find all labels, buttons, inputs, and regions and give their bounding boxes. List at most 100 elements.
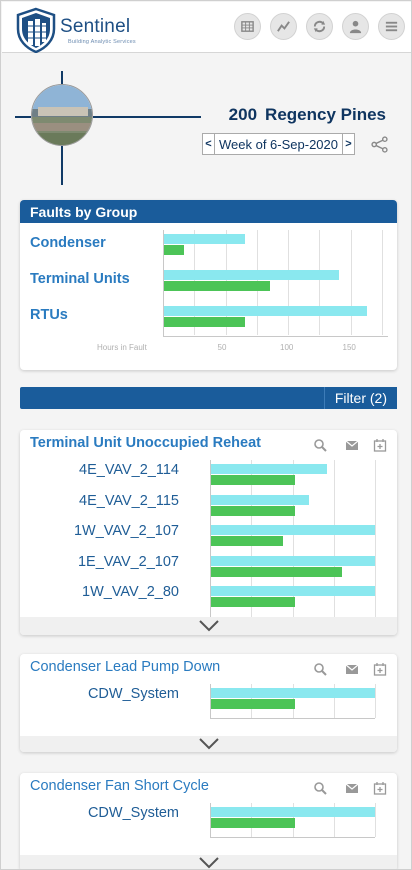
dashboard-button[interactable] (234, 13, 261, 40)
menu-icon (385, 21, 398, 32)
crosshair-line (93, 116, 201, 118)
fault-bar (211, 566, 343, 577)
fault-bar (211, 586, 375, 596)
previous-week-button[interactable]: < (203, 134, 215, 154)
site-photo (31, 84, 93, 146)
fault-hours-bar (164, 270, 339, 280)
gridline (375, 803, 376, 837)
fault-hours-bar (164, 317, 246, 327)
calendar-icon[interactable] (373, 662, 387, 676)
search-icon[interactable] (313, 781, 327, 795)
y-axis-line (210, 684, 211, 718)
trend-icon (277, 21, 290, 32)
fault-chart: 4E_VAV_2_114 4E_VAV_2_115 1W_VAV_2_107 1E_V… (20, 430, 397, 635)
fault-card: Terminal Unit Unoccupied Reheat 4E_VAV_2… (20, 430, 397, 635)
gridline (350, 230, 352, 335)
fault-bar (211, 555, 375, 566)
fault-hours-bar (164, 281, 271, 291)
user-icon (349, 20, 362, 34)
brand-title: Sentinel (60, 16, 131, 37)
email-icon[interactable] (345, 438, 359, 452)
fault-bar (211, 688, 375, 698)
user-button[interactable] (342, 13, 369, 40)
brand-subtitle: Building Analytic Services (68, 39, 136, 45)
crosshair-line (61, 145, 63, 185)
fault-bar (211, 818, 295, 828)
fault-hours-bar (164, 245, 184, 255)
equipment-label[interactable]: 4E_VAV_2_114 (79, 462, 179, 478)
card-footer (20, 855, 397, 869)
faults-by-group-card: Faults by Group 50 100 150 Condenser Termina… (20, 200, 397, 370)
fault-hours-bar (164, 234, 246, 244)
week-label[interactable]: Week of 6-Sep-2020 (219, 136, 338, 152)
x-axis-line (210, 718, 375, 719)
week-navigator: < Week of 6-Sep-2020 > (202, 133, 355, 155)
gridline (375, 684, 376, 718)
y-axis-line (210, 460, 211, 617)
site-title: Regency Pines (265, 105, 386, 124)
fault-bar (211, 494, 310, 505)
share-icon[interactable] (371, 136, 388, 153)
fault-chart: CDW_System (20, 773, 397, 869)
equipment-label[interactable]: 1W_VAV_2_80 (82, 584, 179, 600)
x-axis-line (163, 336, 388, 337)
chevron-down-icon[interactable] (198, 737, 220, 751)
search-icon[interactable] (313, 662, 327, 676)
y-axis-line (163, 230, 164, 336)
gridline (333, 803, 335, 837)
fault-bar (211, 807, 375, 817)
fault-title[interactable]: Condenser Fan Short Cycle (30, 778, 209, 794)
x-axis-title: Hours in Fault (97, 343, 147, 352)
site-number: 200 (228, 105, 258, 124)
fault-bar (211, 464, 328, 474)
gridline (288, 230, 289, 335)
menu-button[interactable] (378, 13, 405, 40)
equipment-label[interactable]: CDW_System (87, 805, 179, 821)
card-footer (20, 736, 397, 752)
chevron-down-icon[interactable] (198, 856, 220, 870)
equipment-label[interactable]: 1E_VAV_2_107 (77, 553, 179, 570)
fault-card: Condenser Fan Short Cycle CDW_System (20, 773, 397, 870)
site-name: 200 Regency Pines (229, 105, 386, 125)
refresh-button[interactable] (306, 13, 333, 40)
x-tick-label: 100 (280, 343, 294, 352)
gridline (319, 230, 321, 335)
fault-bar (211, 536, 284, 546)
faults-by-group-chart: 50 100 150 Condenser Terminal Units RTUs (20, 200, 397, 370)
group-label[interactable]: Terminal Units (30, 271, 130, 287)
trends-button[interactable] (270, 13, 297, 40)
fault-hours-bar (164, 306, 367, 316)
crosshair-line (61, 71, 63, 84)
chevron-down-icon[interactable] (198, 619, 220, 633)
group-label[interactable]: Condenser (30, 235, 106, 251)
gridline (333, 460, 335, 617)
filter-button[interactable]: Filter (2) (323, 387, 397, 409)
fault-bar (211, 597, 295, 607)
sentinel-logo-icon (16, 7, 56, 53)
equipment-label[interactable]: 4E_VAV_2_115 (79, 492, 179, 509)
calendar-icon[interactable] (373, 438, 387, 452)
x-axis-line (210, 837, 375, 838)
x-tick-label: 50 (217, 343, 227, 352)
email-icon[interactable] (345, 781, 359, 795)
x-tick-label: 150 (342, 343, 356, 352)
fault-bar (211, 475, 295, 485)
calendar-icon[interactable] (373, 781, 387, 795)
fault-bar (211, 699, 295, 709)
fault-chart: CDW_System (20, 654, 397, 752)
gridline (333, 684, 335, 718)
fault-title[interactable]: Condenser Lead Pump Down (30, 659, 221, 675)
next-week-button[interactable]: > (342, 134, 354, 154)
refresh-icon (313, 20, 326, 33)
filter-bar: Filter (2) (20, 387, 397, 409)
fault-title[interactable]: Terminal Unit Unoccupied Reheat (30, 435, 261, 451)
gridline (292, 460, 294, 617)
equipment-label[interactable]: CDW_System (87, 686, 179, 702)
group-label[interactable]: RTUs (30, 307, 68, 323)
fault-card: Condenser Lead Pump Down CDW_System (20, 654, 397, 752)
email-icon[interactable] (345, 662, 359, 676)
card-footer (20, 617, 397, 635)
search-icon[interactable] (313, 438, 327, 452)
equipment-label[interactable]: 1W_VAV_2_107 (73, 523, 179, 539)
